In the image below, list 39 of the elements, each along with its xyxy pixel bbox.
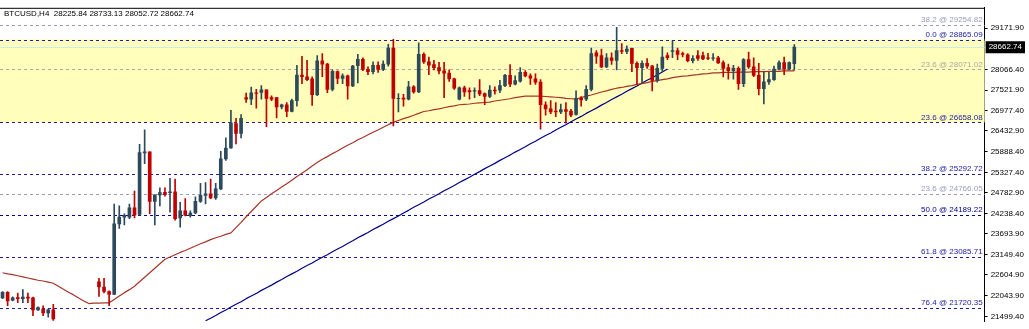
candlestick bbox=[711, 53, 715, 61]
ref-line-label: 28662.74 bbox=[988, 42, 1023, 52]
y-tick-label: 24782.90 bbox=[990, 188, 1025, 198]
chart-title: BTCUSD,H4 28225.84 28733.13 28052.72 28662.74 bbox=[4, 9, 195, 18]
candlestick bbox=[300, 55, 304, 85]
candlestick bbox=[15, 292, 20, 304]
ref-line-label: 23.6 @ 24766.05 bbox=[921, 183, 984, 193]
candlestick bbox=[244, 92, 248, 103]
y-tick-label: 25888.40 bbox=[990, 146, 1025, 156]
candlestick bbox=[355, 54, 360, 84]
y-tick-label: 22043.90 bbox=[990, 291, 1025, 301]
y-tick-label: 26432.90 bbox=[990, 126, 1025, 136]
ref-line-label: 0.0 @ 28865.09 bbox=[925, 29, 984, 39]
y-tick-label: 29171.90 bbox=[990, 23, 1025, 33]
y-tick-label: 23693.90 bbox=[990, 229, 1025, 239]
ref-line-label: 23.6 @ 28071.02 bbox=[921, 59, 984, 69]
ref-line-label: 61.8 @ 23085.71 bbox=[921, 246, 984, 256]
candlestick bbox=[152, 194, 157, 226]
y-tick-label: 23149.40 bbox=[990, 249, 1025, 259]
ref-line-label: 23.6 @ 26658.08 bbox=[921, 112, 984, 122]
candlestick bbox=[579, 96, 583, 107]
ref-line-label: 38.2 @ 25292.72 bbox=[921, 164, 984, 173]
y-tick-label: 24238.40 bbox=[990, 208, 1025, 218]
ref-line-label: 50.0 @ 24189.22 bbox=[921, 205, 984, 215]
y-tick-label: 28066.40 bbox=[990, 64, 1025, 74]
ref-line-label: 38.2 @ 29254.82 bbox=[921, 15, 984, 25]
candlestick bbox=[320, 53, 325, 77]
y-tick-label: 25327.40 bbox=[990, 167, 1025, 177]
candlestick bbox=[645, 58, 649, 69]
candlestick bbox=[640, 60, 644, 84]
candlestick bbox=[21, 289, 25, 304]
candlestick bbox=[254, 89, 259, 109]
y-tick-label: 26977.40 bbox=[990, 105, 1025, 115]
ref-line-label: 76.4 @ 21720.35 bbox=[921, 298, 984, 308]
candlestick bbox=[619, 43, 624, 54]
y-tick-label: 27521.90 bbox=[990, 85, 1025, 95]
y-tick-label: 21499.40 bbox=[990, 311, 1025, 321]
candlestick bbox=[158, 187, 162, 207]
y-tick-label: 22604.90 bbox=[990, 270, 1025, 279]
